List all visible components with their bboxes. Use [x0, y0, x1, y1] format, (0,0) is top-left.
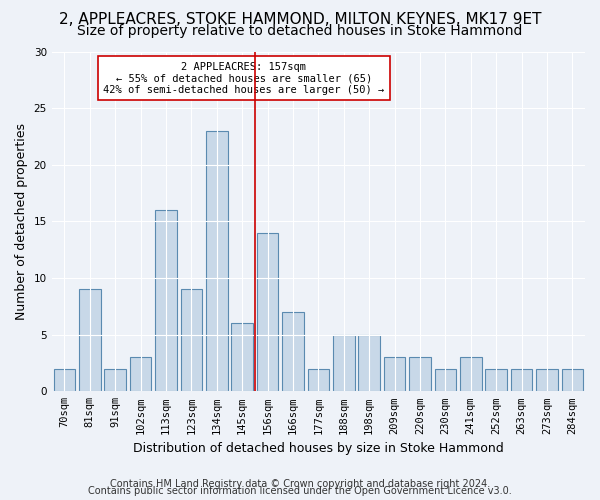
Bar: [562, 368, 583, 392]
Bar: [282, 312, 304, 392]
X-axis label: Distribution of detached houses by size in Stoke Hammond: Distribution of detached houses by size …: [133, 442, 504, 455]
Text: 2, APPLEACRES, STOKE HAMMOND, MILTON KEYNES, MK17 9ET: 2, APPLEACRES, STOKE HAMMOND, MILTON KEY…: [59, 12, 541, 28]
Bar: [206, 131, 227, 392]
Bar: [434, 368, 456, 392]
Bar: [485, 368, 507, 392]
Bar: [181, 290, 202, 392]
Bar: [232, 324, 253, 392]
Bar: [384, 358, 406, 392]
Text: Size of property relative to detached houses in Stoke Hammond: Size of property relative to detached ho…: [77, 24, 523, 38]
Bar: [257, 232, 278, 392]
Bar: [358, 334, 380, 392]
Bar: [155, 210, 177, 392]
Bar: [409, 358, 431, 392]
Bar: [333, 334, 355, 392]
Text: Contains public sector information licensed under the Open Government Licence v3: Contains public sector information licen…: [88, 486, 512, 496]
Bar: [104, 368, 126, 392]
Bar: [130, 358, 151, 392]
Bar: [460, 358, 482, 392]
Bar: [308, 368, 329, 392]
Bar: [536, 368, 557, 392]
Text: 2 APPLEACRES: 157sqm
← 55% of detached houses are smaller (65)
42% of semi-detac: 2 APPLEACRES: 157sqm ← 55% of detached h…: [103, 62, 384, 95]
Bar: [53, 368, 75, 392]
Bar: [511, 368, 532, 392]
Text: Contains HM Land Registry data © Crown copyright and database right 2024.: Contains HM Land Registry data © Crown c…: [110, 479, 490, 489]
Y-axis label: Number of detached properties: Number of detached properties: [15, 123, 28, 320]
Bar: [79, 290, 101, 392]
